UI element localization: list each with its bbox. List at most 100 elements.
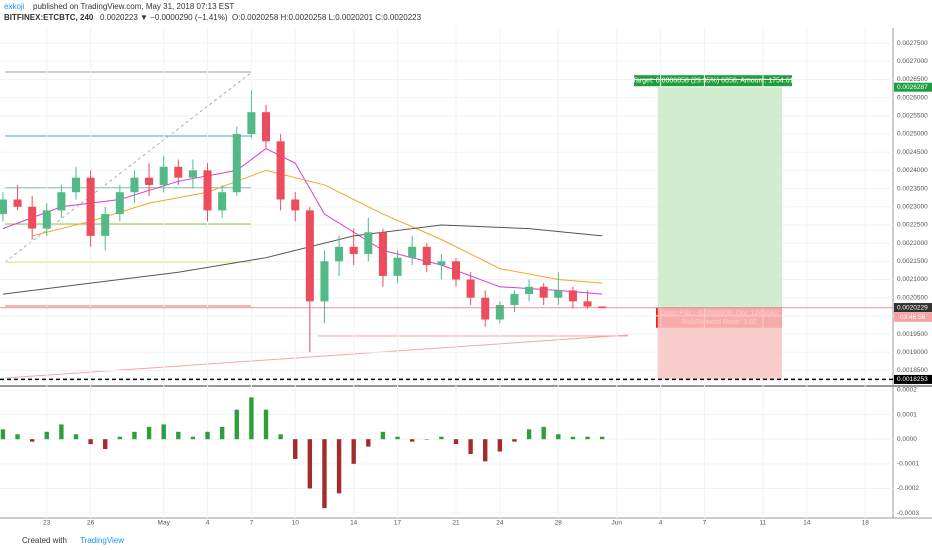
y-tick-label: 0.0020500	[897, 294, 928, 301]
candle-body	[364, 232, 373, 255]
histogram-bar	[483, 439, 488, 462]
histogram-bar	[439, 436, 444, 440]
histogram-bar	[29, 439, 35, 442]
candle-body	[101, 214, 110, 236]
candle-body	[510, 294, 519, 305]
y-tick-label: 0.0025500	[897, 113, 928, 120]
candle-body	[349, 246, 358, 255]
y-tick-label: 0.0002	[897, 387, 917, 394]
histogram-bar	[44, 431, 49, 440]
y-tick-label: 0.0019500	[897, 331, 928, 338]
histogram-bar	[395, 436, 400, 440]
y-tick-label: 0.0027500	[897, 40, 928, 47]
author[interactable]: exkoji	[4, 2, 25, 11]
candle-body	[568, 290, 577, 302]
y-tick-label: 0.0023500	[897, 185, 928, 192]
x-tick-label: Jun	[612, 520, 623, 527]
candle-body	[218, 192, 227, 211]
y-tick-label: 0.0001	[897, 411, 917, 418]
y-tick-label: 0.0026500	[897, 76, 928, 83]
candle-body	[466, 279, 475, 298]
x-tick-label: 18	[862, 520, 870, 527]
candle-body	[320, 261, 329, 302]
candle-body	[174, 166, 183, 178]
y-tick-label: 0.0024000	[897, 167, 928, 174]
price-label: 0.0026287	[897, 84, 928, 91]
x-tick-label: 10	[292, 520, 300, 527]
histogram-bar	[599, 436, 605, 440]
countdown: 03:46:56	[900, 314, 926, 321]
histogram-bar	[234, 409, 239, 440]
x-tick-label: 11	[760, 520, 767, 527]
x-tick-label: 4	[206, 520, 210, 527]
y-tick-label: 0.0021500	[897, 258, 928, 265]
candle-body	[598, 306, 607, 308]
candle-body	[71, 177, 81, 193]
y-tick-label: 0.0024500	[897, 149, 928, 156]
y-tick-label: 0.0019000	[897, 349, 928, 356]
candle-body	[130, 177, 139, 193]
candle-body	[335, 246, 344, 262]
histogram-bar	[249, 397, 254, 440]
histogram-bar	[453, 439, 459, 445]
y-tick-label: 0.0021000	[897, 276, 928, 283]
candle-body	[86, 177, 95, 236]
candle-body	[525, 286, 534, 295]
target-label-box: Target: 0.0006058 (29.95%) 6058, Amount:…	[632, 75, 794, 87]
histogram-bar	[570, 436, 576, 440]
candle-body	[437, 261, 446, 265]
histogram-bar	[73, 434, 79, 440]
candle-body	[232, 134, 241, 193]
histogram-bar	[190, 436, 196, 440]
candle-body	[422, 246, 431, 265]
histogram-bar	[307, 439, 313, 489]
histogram-bar	[380, 431, 386, 440]
histogram-bar	[117, 436, 123, 440]
histogram-bar	[15, 434, 20, 440]
histogram-bar	[146, 426, 152, 440]
candle-body	[42, 210, 51, 229]
candle-body	[115, 192, 124, 215]
candle-body	[261, 112, 271, 142]
drawn-line	[4, 71, 253, 263]
histogram-bar	[585, 436, 590, 440]
price-label-box	[894, 374, 932, 384]
moving-average	[32, 169, 603, 284]
footer-brand[interactable]: TradingView	[80, 536, 124, 545]
y-tick-label: -0.0002	[897, 485, 919, 492]
candle-body	[481, 297, 490, 320]
change: ▼ −0.0000290 (−1.41%)	[140, 13, 228, 22]
candle-body	[159, 166, 168, 185]
x-tick-label: 14	[803, 520, 811, 527]
histogram-bar	[336, 439, 342, 494]
candle-body	[247, 112, 256, 135]
candle-body	[495, 304, 504, 320]
symbol: BITFINEX:ETCBTC, 240	[4, 13, 94, 22]
candle-body	[13, 199, 22, 207]
target-label: Target: 0.0006058 (29.95%) 6058, Amount:…	[632, 78, 793, 85]
histogram-bar	[526, 429, 532, 440]
x-tick-label: 28	[555, 520, 563, 527]
last-price: 0.0020223	[100, 13, 138, 22]
histogram-bar	[351, 439, 356, 464]
histogram-bar	[512, 439, 517, 442]
y-tick-label: 0.0026000	[897, 94, 928, 101]
x-tick-label: 7	[703, 520, 707, 527]
candle-body	[539, 286, 548, 298]
footer-created: Created with	[22, 536, 67, 545]
published: published on TradingView.com, May 31, 20…	[33, 2, 234, 11]
histogram-bar	[497, 439, 503, 452]
candle-body	[554, 290, 563, 298]
countdown-box	[894, 312, 932, 322]
y-tick-label: 0.0025000	[897, 131, 928, 138]
histogram-bar	[556, 434, 561, 440]
candle-body	[393, 257, 402, 276]
x-tick-label: 4	[659, 520, 663, 527]
histogram-bar	[88, 439, 93, 445]
histogram-bar	[263, 409, 269, 440]
histogram-bar	[409, 439, 415, 442]
candle-body	[291, 199, 300, 211]
histogram-bar	[161, 424, 166, 440]
ohlc: O:0.0020258 H:0.0020258 L:0.0020201 C:0.…	[232, 13, 422, 22]
candle-body	[28, 206, 37, 229]
